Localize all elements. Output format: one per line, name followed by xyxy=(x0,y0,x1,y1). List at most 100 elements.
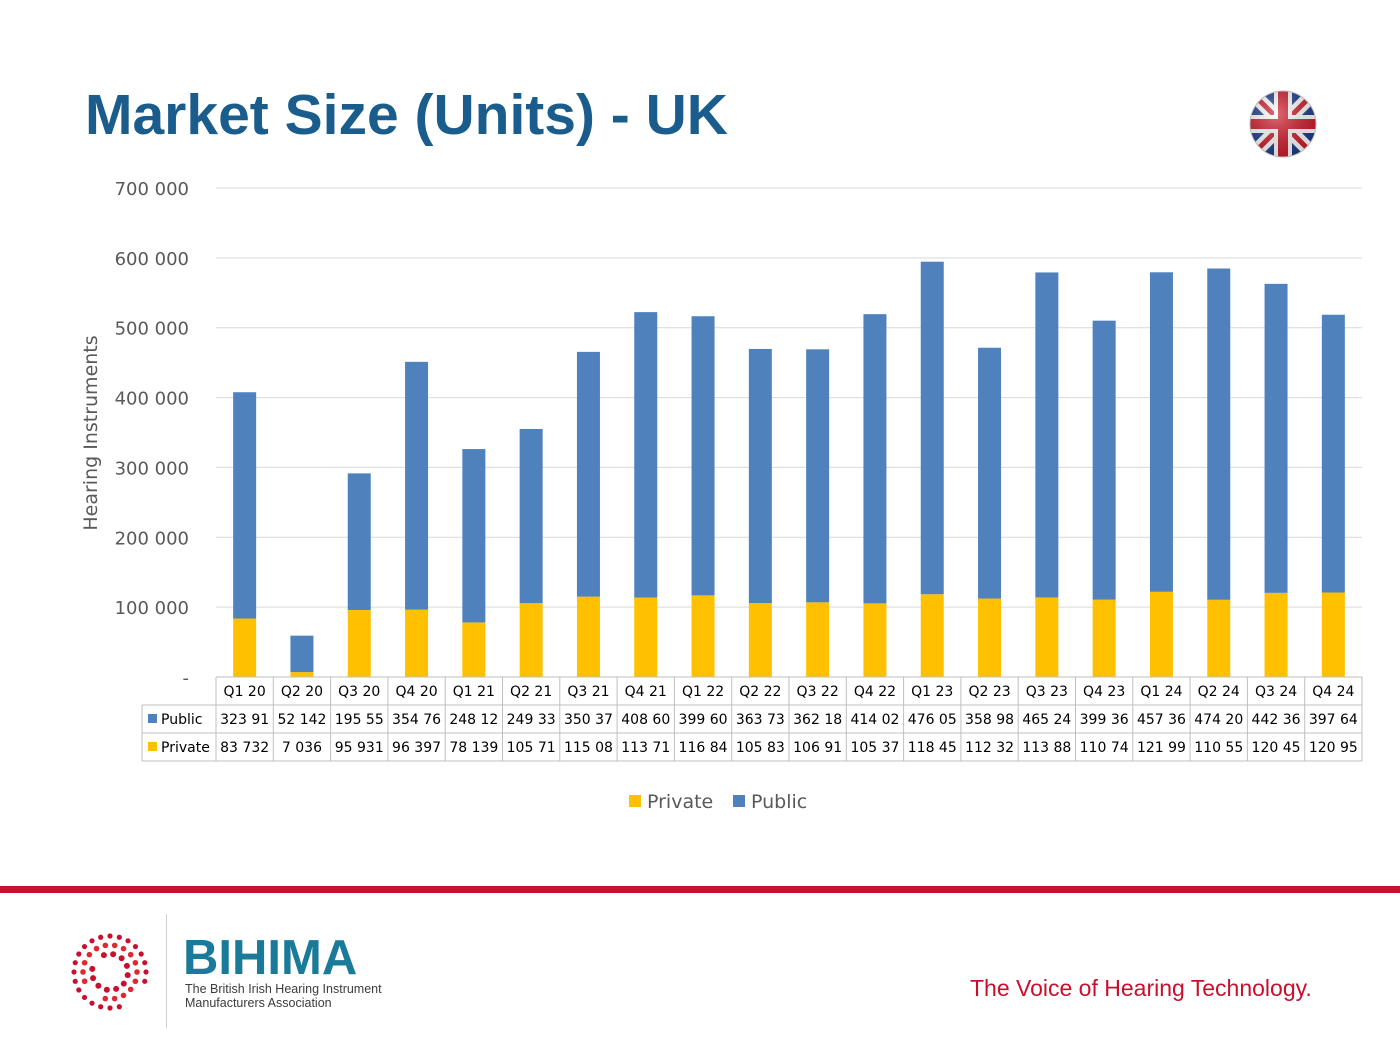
bar-private xyxy=(519,603,543,677)
logo-dot xyxy=(132,943,139,950)
data-label-private: 113 88 xyxy=(1022,740,1071,756)
logo-dot xyxy=(142,960,148,966)
bar-public xyxy=(1321,314,1345,593)
data-label-private: 121 99 xyxy=(1137,740,1186,756)
logo-dot xyxy=(80,969,86,975)
bar-private xyxy=(1207,599,1231,677)
data-label-public: 323 91 xyxy=(220,712,269,728)
logo-divider xyxy=(166,914,167,1028)
data-label-private: 105 37 xyxy=(850,740,899,756)
data-label-private: 120 95 xyxy=(1309,740,1358,756)
bar-public xyxy=(634,312,658,598)
y-tick-label: 600 000 xyxy=(115,249,189,270)
bar-private xyxy=(1149,591,1173,677)
bar-private xyxy=(405,609,429,677)
x-tick-label: Q2 21 xyxy=(510,684,552,700)
bar-public xyxy=(1264,283,1288,593)
brand-name: BIHIMA xyxy=(183,931,358,985)
tagline: The Voice of Hearing Technology. xyxy=(970,975,1312,1001)
logo-dot xyxy=(76,987,82,993)
data-label-private: 7 036 xyxy=(282,740,322,756)
logo-dot xyxy=(132,978,139,985)
page-title: Market Size (Units) - UK xyxy=(85,83,728,147)
table-row-label-public: Public xyxy=(161,712,202,728)
logo-dot xyxy=(116,934,122,940)
x-tick-label: Q2 22 xyxy=(739,684,781,700)
logo-dot xyxy=(120,945,127,952)
logo-dot xyxy=(98,1004,104,1010)
data-label-public: 457 36 xyxy=(1137,712,1186,728)
logo-dot xyxy=(102,942,109,949)
x-tick-label: Q3 24 xyxy=(1255,684,1297,700)
data-label-private: 78 139 xyxy=(449,740,498,756)
x-tick-label: Q2 24 xyxy=(1198,684,1240,700)
data-label-public: 474 20 xyxy=(1194,712,1243,728)
x-tick-label: Q3 22 xyxy=(797,684,839,700)
x-tick-label: Q3 20 xyxy=(338,684,380,700)
x-tick-label: Q4 21 xyxy=(625,684,667,700)
logo-dot xyxy=(111,942,118,949)
bar-private xyxy=(634,597,658,677)
x-tick-label: Q2 23 xyxy=(968,684,1010,700)
bar-private xyxy=(233,618,257,677)
bar-private xyxy=(1092,599,1116,677)
data-label-public: 249 33 xyxy=(507,712,556,728)
logo-dot xyxy=(123,962,130,969)
bar-public xyxy=(691,316,715,596)
x-tick-label: Q1 24 xyxy=(1140,684,1182,700)
data-label-public: 350 37 xyxy=(564,712,613,728)
bar-public xyxy=(1092,320,1116,600)
logo-dot xyxy=(116,1004,122,1010)
data-label-public: 248 12 xyxy=(449,712,498,728)
bar-public xyxy=(290,635,314,673)
table-swatch-public xyxy=(148,714,157,723)
logo-dot xyxy=(107,933,113,939)
bar-public xyxy=(863,314,887,604)
logo-dot xyxy=(111,995,118,1002)
data-label-private: 83 732 xyxy=(220,740,269,756)
logo-dot xyxy=(95,982,102,989)
data-label-public: 399 60 xyxy=(679,712,728,728)
y-tick-label: 700 000 xyxy=(115,179,189,200)
logo-dot xyxy=(89,965,96,972)
bihima-logo-icon xyxy=(71,933,149,1011)
y-axis-title: Hearing Instruments xyxy=(80,335,102,530)
logo-dot xyxy=(125,938,131,944)
logo-dot xyxy=(81,978,88,985)
logo-dot xyxy=(98,934,104,940)
y-tick-label: 200 000 xyxy=(115,528,189,549)
data-label-public: 414 02 xyxy=(850,712,899,728)
data-label-public: 363 73 xyxy=(736,712,785,728)
logo-dot xyxy=(142,978,148,984)
table-row-label-private: Private xyxy=(161,740,210,756)
brand-subtitle-line2: Manufacturers Association xyxy=(185,996,332,1010)
bar-public xyxy=(462,449,486,623)
bar-public xyxy=(347,473,371,610)
bar-public xyxy=(748,348,772,604)
logo-dot xyxy=(113,985,120,992)
x-tick-label: Q4 23 xyxy=(1083,684,1125,700)
logo-dot xyxy=(89,938,95,944)
logo-dot xyxy=(100,952,107,959)
legend-label-public: Public xyxy=(751,791,807,813)
logo-dot xyxy=(103,986,110,993)
bar-private xyxy=(576,596,600,677)
logo-dot xyxy=(86,951,93,958)
logo-dot xyxy=(124,972,131,979)
x-tick-label: Q4 20 xyxy=(395,684,437,700)
bar-public xyxy=(1149,272,1173,592)
bar-public xyxy=(233,392,257,619)
logo-dot xyxy=(118,955,125,962)
data-label-public: 465 24 xyxy=(1022,712,1071,728)
data-label-private: 96 397 xyxy=(392,740,441,756)
y-tick-label: 300 000 xyxy=(115,458,189,479)
legend-swatch-private xyxy=(629,795,641,807)
x-tick-label: Q1 22 xyxy=(682,684,724,700)
data-label-public: 397 64 xyxy=(1309,712,1358,728)
data-label-private: 113 71 xyxy=(621,740,670,756)
y-tick-label: - xyxy=(183,668,190,689)
bar-private xyxy=(290,672,314,677)
x-tick-label: Q3 21 xyxy=(567,684,609,700)
data-label-private: 116 84 xyxy=(679,740,728,756)
data-label-private: 115 08 xyxy=(564,740,613,756)
